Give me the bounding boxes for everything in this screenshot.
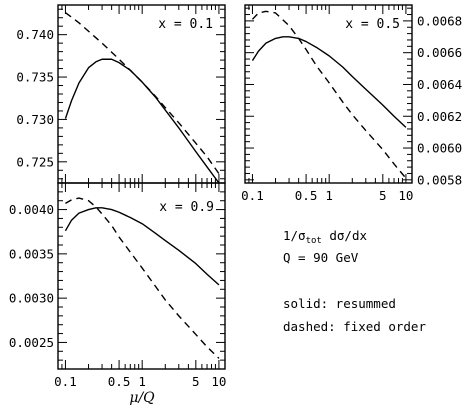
y-tick-label-x09: 0.0035	[9, 246, 54, 261]
y-tick-label-x05: 0.0066	[417, 45, 462, 60]
y-tick-label-x09: 0.0040	[9, 202, 54, 217]
x-tick-label-x09: 0.5	[108, 374, 131, 389]
series-line-dashed-x09	[65, 197, 220, 359]
x-tick-label-x05: 10	[398, 188, 413, 203]
x-axis-label: μ/Q	[129, 390, 155, 406]
annotation-solid: solid: resummed	[283, 296, 396, 311]
annotation-energy: Q = 90 GeV	[283, 250, 359, 265]
y-tick-label-x01: 0.735	[16, 70, 54, 85]
y-tick-label-x05: 0.0068	[417, 13, 462, 28]
y-tick-label-x01: 0.740	[16, 27, 54, 42]
panel-label-x01: x = 0.1	[158, 17, 213, 32]
x-tick-label-x09: 10	[211, 374, 226, 389]
series-line-solid-x01	[64, 58, 220, 184]
x-tick-label-x05: 5	[379, 188, 387, 203]
annotation-observable-a: 1/σ	[283, 228, 306, 243]
annotation-observable-sub: tot	[306, 236, 322, 246]
y-tick-label-x05: 0.0060	[417, 141, 462, 156]
y-tick-label-x05: 0.0058	[417, 172, 462, 187]
x-tick-label-x05: 1	[325, 188, 333, 203]
panel-label-x05: x = 0.5	[345, 17, 400, 32]
y-tick-label-x01: 0.730	[16, 112, 54, 127]
y-tick-label-x05: 0.0062	[417, 109, 462, 124]
annotation-dashed: dashed: fixed order	[283, 319, 426, 334]
x-tick-label-x05: 0.5	[295, 188, 318, 203]
series-line-dashed-x01	[65, 12, 220, 175]
panel-frame-x05	[244, 4, 413, 184]
y-tick-label-x09: 0.0030	[9, 291, 54, 306]
series-line-solid-x09	[64, 207, 220, 286]
series-line-dashed-x05	[251, 10, 407, 179]
x-tick-label-x05: 0.1	[241, 188, 264, 203]
y-tick-label-x05: 0.0064	[417, 77, 462, 92]
x-tick-label-x09: 1	[138, 374, 146, 389]
y-tick-label-x01: 0.725	[16, 154, 54, 169]
y-tick-label-x09: 0.0025	[9, 335, 54, 350]
panel-frame-x09	[57, 182, 226, 370]
annotation-observable: 1/σtot dσ/dx	[283, 228, 367, 246]
series-line-solid-x05	[251, 36, 407, 128]
x-tick-label-x09: 0.1	[54, 374, 77, 389]
chart-marks: 0.725 0.730 0.735 0.740 0.1 0.5 1 5 10 0.0058 0.00…	[9, 5, 462, 389]
panel-label-x09: x = 0.9	[159, 200, 214, 215]
annotation-observable-b: dσ/dx	[322, 228, 368, 243]
x-tick-label-x09: 5	[192, 374, 200, 389]
